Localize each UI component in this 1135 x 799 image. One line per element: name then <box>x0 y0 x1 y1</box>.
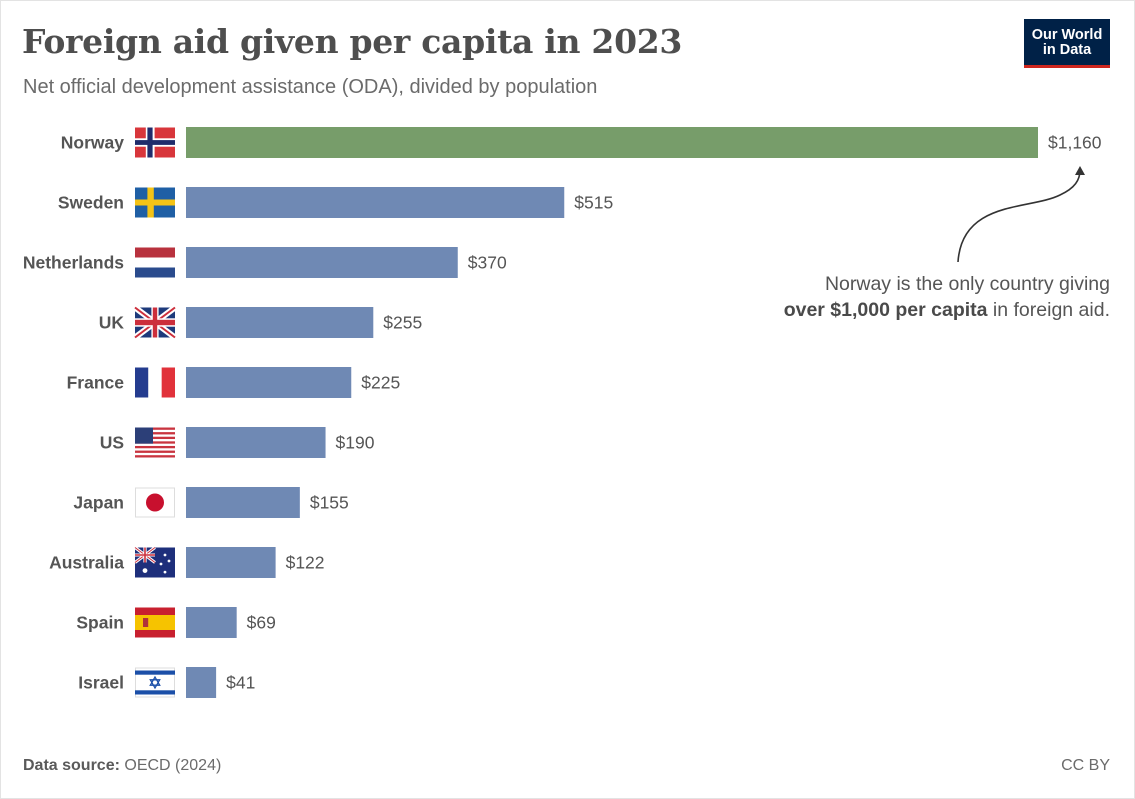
value-label: $370 <box>468 253 507 273</box>
logo-line-1: Our World <box>1031 27 1103 43</box>
japan-flag-icon <box>135 487 175 518</box>
bar-us[interactable] <box>186 427 326 458</box>
bar-israel[interactable] <box>186 667 217 698</box>
value-label: $255 <box>383 313 422 333</box>
annotation-rest: in foreign aid. <box>987 299 1110 321</box>
category-label: Netherlands <box>23 253 124 273</box>
value-label: $515 <box>574 193 613 213</box>
category-label: Sweden <box>58 193 124 213</box>
source-label: Data source: <box>23 757 120 774</box>
category-label: Japan <box>73 493 124 513</box>
uk-flag-icon <box>133 305 177 340</box>
bar-australia[interactable] <box>186 547 276 578</box>
category-label: UK <box>99 313 125 333</box>
category-label: Australia <box>49 553 124 573</box>
value-label: $122 <box>286 553 325 573</box>
bar-spain[interactable] <box>186 607 237 638</box>
annotation-text: Norway is the only country giving over $… <box>700 271 1110 323</box>
israel-flag-icon <box>135 667 175 698</box>
category-label: US <box>100 433 124 453</box>
data-source: Data source: OECD (2024) <box>23 757 221 775</box>
bar-norway[interactable] <box>186 127 1038 158</box>
bar-japan[interactable] <box>186 487 300 518</box>
bar-netherlands[interactable] <box>186 247 458 278</box>
annotation-bold: over $1,000 per capita <box>783 299 988 321</box>
value-label: $1,160 <box>1048 133 1102 153</box>
netherlands-flag-icon <box>135 247 175 278</box>
category-label: Spain <box>76 613 124 633</box>
france-flag-icon <box>135 367 175 398</box>
logo-line-2: in Data <box>1042 42 1092 58</box>
bar-uk[interactable] <box>186 307 374 338</box>
value-label: $155 <box>310 493 349 513</box>
spain-flag-icon <box>135 607 175 638</box>
owid-logo[interactable]: Our World in Data <box>1024 19 1110 68</box>
annotation-arrow <box>957 166 1085 263</box>
sweden-flag-icon <box>135 187 175 218</box>
value-label: $225 <box>361 373 400 393</box>
value-label: $69 <box>247 613 276 633</box>
norway-flag-icon <box>135 127 175 158</box>
source-value: OECD (2024) <box>124 757 222 774</box>
australia-flag-icon <box>134 546 175 578</box>
bar-sweden[interactable] <box>186 187 565 218</box>
chart-subtitle: Net official development assistance (ODA… <box>23 76 598 98</box>
category-label: Israel <box>78 673 124 693</box>
chart-title: Foreign aid given per capita in 2023 <box>22 22 683 61</box>
bar-chart: Norway $1,160 Sweden $515 Netherlands $370 UK $… <box>23 127 1102 698</box>
value-label: $41 <box>226 673 255 693</box>
annotation-line-1: Norway is the only country giving <box>824 273 1110 295</box>
bar-france[interactable] <box>186 367 352 398</box>
category-label: France <box>67 373 125 393</box>
category-label: Norway <box>61 133 124 153</box>
license-link[interactable]: CC BY <box>1061 757 1110 774</box>
value-label: $190 <box>336 433 375 453</box>
us-flag-icon <box>135 427 175 458</box>
